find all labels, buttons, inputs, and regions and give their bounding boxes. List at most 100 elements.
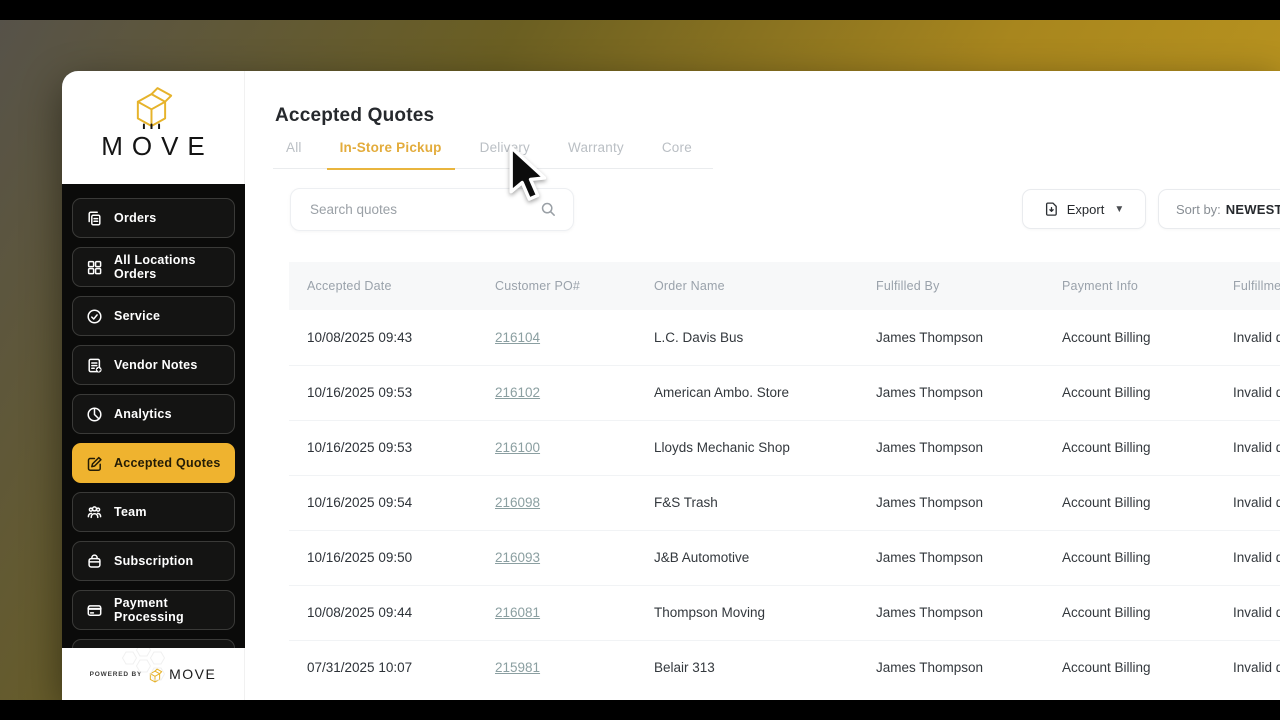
cell-accepted-date: 10/08/2025 09:44 [289,584,477,640]
cell-order-name: J&B Automotive [636,529,858,585]
cell-fulfillment: Invalid date [1215,474,1280,530]
powered-by-label: POWERED BY [89,670,143,678]
table-row: 10/08/2025 09:43 216104 L.C. Davis Bus J… [289,310,1280,365]
column-header-customer-po-[interactable]: Customer PO# [477,262,636,310]
cell-payment-info: Account Billing [1044,419,1215,475]
cell-payment-info: Account Billing [1062,329,1151,345]
brand-wordmark: MOVE [101,131,214,161]
column-header-fulfillment[interactable]: Fulfillment [1215,262,1280,310]
customer-po-link[interactable]: 216098 [495,495,541,510]
tab-delivery[interactable]: Delivery [479,140,530,155]
customer-po-link[interactable]: 216093 [495,550,541,565]
letterbox-bottom [0,700,1280,720]
export-button[interactable]: Export ▼ [1022,189,1146,229]
sidebar-footer: POWERED BY MOVE [62,648,245,700]
tab-all[interactable]: All [286,140,302,155]
cell-fulfilled-by: James Thompson [858,364,1044,420]
cell-fulfilled-by: James Thompson [858,584,1044,640]
sidebar-item-team[interactable]: Team [72,492,235,532]
sidebar-item-service[interactable]: Service [72,296,235,336]
column-header-accepted-date[interactable]: Accepted Date [289,262,477,310]
cell-fulfilled-by: James Thompson [858,639,1044,695]
sidebar-item-label: All Locations Orders [114,253,196,281]
cell-payment-info: Account Billing [1044,364,1215,420]
credit-card-icon [86,602,103,619]
cell-payment-info: Account Billing [1044,529,1215,585]
edit-icon [86,455,103,472]
table-row: 10/16/2025 09:53 216100 Lloyds Mechanic … [289,419,1280,475]
sidebar-item-label: Accepted Quotes [114,456,221,470]
customer-po-link[interactable]: 216100 [495,440,541,455]
tab-warranty[interactable]: Warranty [568,140,624,155]
table-header-row: Accepted Date Customer PO# Order Name Fulfi… [289,262,1280,310]
export-file-icon [1045,202,1057,216]
cell-accepted-date: 07/31/2025 10:07 [289,639,477,695]
table-row: 10/16/2025 09:50 216093 J&B Automotive J… [289,529,1280,585]
cell-fulfillment: Invalid date [1215,639,1280,695]
customer-po-link[interactable]: 216104 [495,329,541,345]
customer-po-link[interactable]: 215981 [495,660,541,676]
cell-order-name: Thompson Moving [636,584,858,640]
sidebar-item-payment-processing[interactable]: Payment Processing [72,590,235,630]
cell-fulfilled-by: James Thompson [858,529,1044,585]
tab-in-store-pickup[interactable]: In-Store Pickup [326,140,455,170]
cell-payment-info: Account Billing [1044,639,1215,695]
sidebar-item-subscription[interactable]: Subscription [72,541,235,581]
page-title: Accepted Quotes [275,104,435,126]
cell-order-name: Belair 313 [636,639,858,695]
chevron-down-icon: ▼ [1114,203,1125,215]
cell-order-name: American Ambo. Store [636,364,858,420]
sidebar-item-all-locations-orders[interactable]: All Locations Orders [72,247,235,287]
quotes-table: Accepted Date Customer PO# Order Name Fulfi… [289,262,1280,695]
sidebar-item-label: Team [114,505,147,519]
cell-fulfillment: Invalid date [1215,584,1280,640]
cell-accepted-date: 10/16/2025 09:50 [289,529,477,585]
cell-payment-info: Account Billing [1044,474,1215,530]
pie-chart-icon [86,406,103,423]
sidebar-item-label: Service [114,309,161,323]
search-icon[interactable] [540,201,557,218]
move-cube-icon [131,79,175,129]
sidebar-item-label: Orders [114,211,157,225]
grid-icon [86,259,103,276]
sidebar-item-analytics[interactable]: Analytics [72,394,235,434]
table-row: 10/08/2025 09:44 216081 Thompson Moving … [289,584,1280,640]
sidebar-item-orders[interactable]: Orders [72,198,235,238]
cell-fulfilled-by: James Thompson [876,329,984,345]
tab-core[interactable]: Core [661,140,692,155]
cell-fulfillment: Invalid date [1215,529,1280,585]
footer-brand-name: MOVE [169,666,217,682]
sidebar-item-label: Analytics [114,407,172,421]
table-row: 10/16/2025 09:54 216098 F&S Trash James … [289,474,1280,530]
cell-fulfillment: Invalid date [1233,329,1280,345]
sidebar-item-label: Subscription [114,554,194,568]
sidebar-item-label: Payment Processing [114,596,184,624]
sidebar-item-accepted-quotes[interactable]: Accepted Quotes [72,443,235,483]
column-header-payment-info[interactable]: Payment Info [1044,262,1215,310]
sidebar-item-vendor-notes[interactable]: Vendor Notes [72,345,235,385]
customer-po-link[interactable]: 216081 [495,605,541,620]
sort-dropdown[interactable]: Sort by: NEWEST TO OLDEST [1158,189,1280,229]
sort-prefix-label: Sort by: [1176,201,1221,217]
cell-accepted-date: 10/08/2025 09:43 [307,329,413,345]
table-row: 10/16/2025 09:53 216102 American Ambo. S… [289,364,1280,420]
search-box [290,188,574,231]
cell-accepted-date: 10/16/2025 09:53 [289,364,477,420]
table-row: 07/31/2025 10:07 215981 Belair 313 James… [289,639,1280,695]
column-header-fulfilled-by[interactable]: Fulfilled By [858,262,1044,310]
main-content: Accepted Quotes All In-Store Pickup Delive… [245,71,1280,700]
sidebar-item-partial[interactable] [72,639,235,648]
search-input[interactable] [291,202,540,217]
column-header-order-name[interactable]: Order Name [636,262,858,310]
cell-order-name: F&S Trash [636,474,858,530]
cell-accepted-date: 10/16/2025 09:54 [289,474,477,530]
bag-icon [86,553,103,570]
service-icon [86,308,103,325]
sort-value-label: NEWEST TO OLDEST [1225,201,1280,217]
cell-payment-info: Account Billing [1044,584,1215,640]
cell-fulfilled-by: James Thompson [858,419,1044,475]
customer-po-link[interactable]: 216102 [495,385,541,400]
brand-logo: MOVE [62,71,245,184]
cell-accepted-date: 10/16/2025 09:53 [289,419,477,475]
